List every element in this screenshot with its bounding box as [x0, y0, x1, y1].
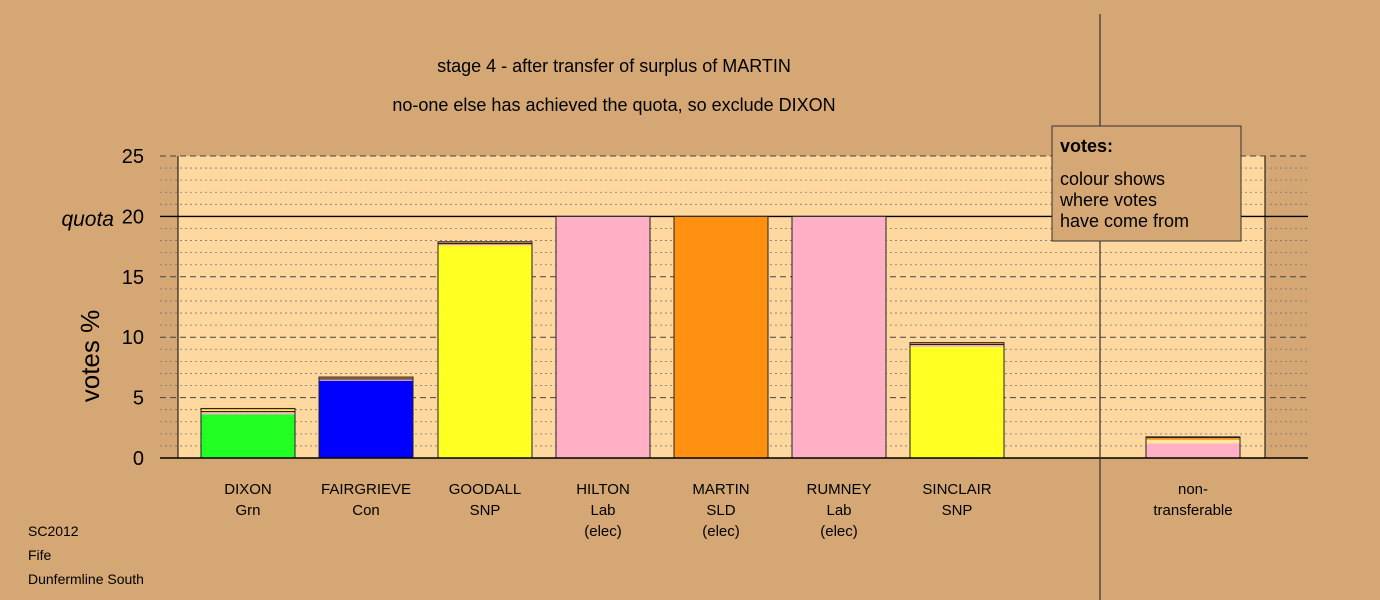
x-tick-label: SNP	[942, 502, 973, 519]
x-tick-label: Lab	[826, 502, 851, 519]
bar-segment	[201, 412, 295, 415]
bar-segment	[1146, 436, 1240, 439]
chart-subtitle: no-one else has achieved the quota, so e…	[392, 95, 835, 115]
legend-line-2: where votes	[1059, 190, 1157, 210]
bar-segment	[910, 345, 1004, 347]
bar-segment	[910, 346, 1004, 458]
y-tick-label: 20	[122, 206, 144, 228]
bar-segment	[674, 216, 768, 458]
bar-segment	[1146, 439, 1240, 444]
bar-segment	[792, 216, 886, 458]
bar-segment	[910, 342, 1004, 344]
legend-box	[1051, 125, 1242, 242]
bar-segment	[319, 380, 413, 458]
y-tick-label: 5	[133, 388, 144, 410]
bar-segment	[438, 244, 532, 246]
x-tick-label: (elec)	[584, 523, 622, 540]
x-tick-label: FAIRGRIEVE	[321, 481, 411, 498]
x-tick-label: MARTIN	[692, 481, 749, 498]
x-tick-label: RUMNEY	[806, 481, 871, 498]
y-tick-labels: 0 5 10 15 20 25	[122, 146, 144, 470]
y-axis-label: votes %	[75, 310, 105, 403]
bar-segment	[1146, 443, 1240, 458]
footer-code: SC2012	[28, 523, 79, 539]
legend: votes: colour shows where votes have com…	[1051, 125, 1242, 242]
x-tick-label: GOODALL	[449, 481, 522, 498]
x-tick-label: non-	[1178, 481, 1208, 498]
bar-segment	[319, 377, 413, 379]
x-tick-label: SNP	[470, 502, 501, 519]
y-tick-label: 15	[122, 267, 144, 289]
footer-council: Fife	[28, 547, 52, 563]
bar-segment	[438, 242, 532, 245]
bar-segment	[319, 378, 413, 380]
x-tick-label: Con	[352, 502, 380, 519]
bar-segment	[556, 216, 650, 458]
bar-segment	[1146, 438, 1240, 440]
x-tick-label: (elec)	[820, 523, 858, 540]
y-tick-label: 25	[122, 146, 144, 168]
x-tick-label: (elec)	[702, 523, 740, 540]
chart-title: stage 4 - after transfer of surplus of M…	[437, 56, 791, 76]
x-tick-label: DIXON	[224, 481, 272, 498]
bars	[200, 215, 1241, 459]
bar-segment	[201, 409, 295, 411]
legend-line-1: colour shows	[1060, 169, 1165, 189]
x-tick-label: Grn	[235, 502, 260, 519]
quota-label: quota	[61, 208, 114, 231]
x-tick-label: SINCLAIR	[922, 481, 991, 498]
x-tick-labels: DIXON Grn FAIRGRIEVE Con GOODALL SNP HILTON Lab…	[224, 481, 1232, 540]
x-tick-label: SLD	[706, 502, 735, 519]
y-tick-label: 10	[122, 327, 144, 349]
bar-segment	[438, 245, 532, 458]
bar-segment	[438, 241, 532, 243]
bar-segment	[319, 379, 413, 381]
legend-title: votes:	[1060, 136, 1113, 156]
bar-segment	[910, 343, 1004, 346]
x-tick-label: transferable	[1153, 502, 1232, 519]
bar-segment	[201, 414, 295, 458]
bar-segment	[201, 410, 295, 413]
bar-segment	[201, 408, 295, 410]
footer-ward: Dunfermline South	[28, 571, 144, 587]
x-tick-label: HILTON	[576, 481, 630, 498]
legend-line-3: have come from	[1060, 211, 1189, 231]
y-tick-label: 0	[133, 448, 144, 470]
x-tick-label: Lab	[590, 502, 615, 519]
